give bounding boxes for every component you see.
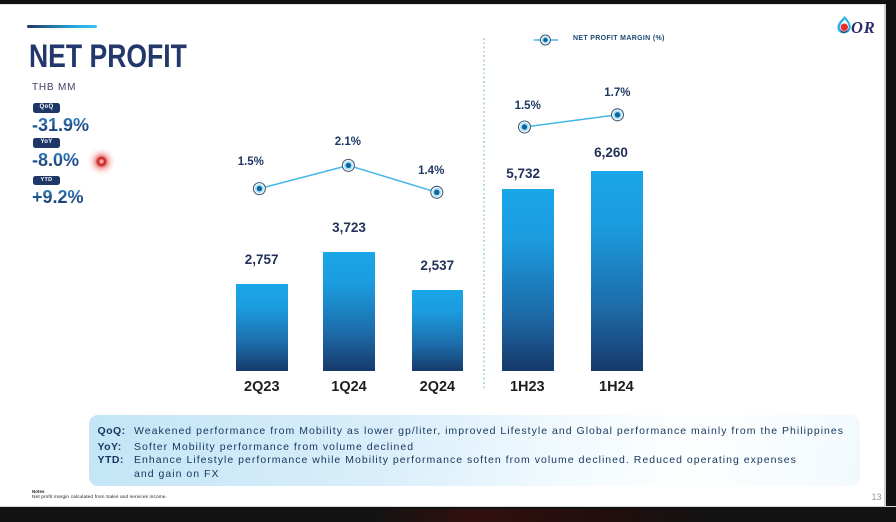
svg-text:OR: OR [851, 18, 876, 37]
